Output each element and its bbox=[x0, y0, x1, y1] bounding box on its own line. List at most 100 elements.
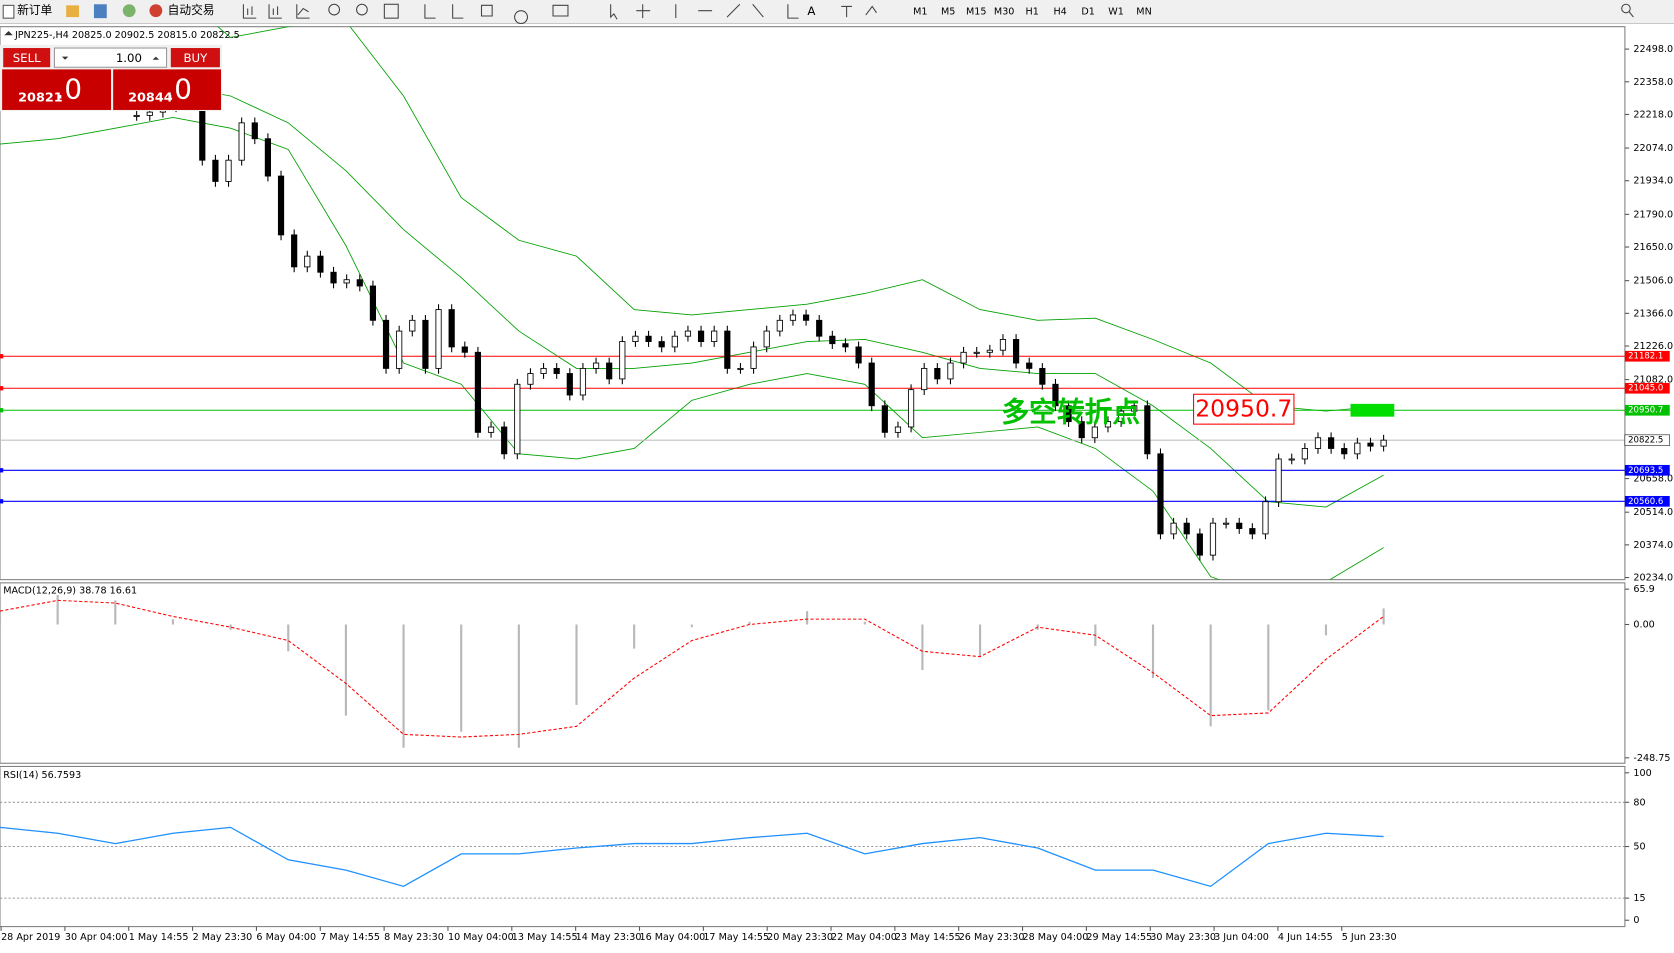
toolbar-icon[interactable] bbox=[424, 4, 569, 25]
timeframe-button[interactable]: MN bbox=[1136, 7, 1151, 18]
price-level-label: 21045.0 bbox=[1628, 384, 1663, 394]
toolbar-icon[interactable] bbox=[242, 4, 257, 19]
ask-box[interactable] bbox=[113, 69, 221, 110]
x-tick-label: 30 May 23:30 bbox=[1150, 932, 1216, 943]
candle-body bbox=[1236, 522, 1243, 529]
buy-button[interactable] bbox=[170, 48, 220, 68]
y-tick-label: 65.9 bbox=[1633, 584, 1654, 595]
search-icon[interactable] bbox=[1621, 3, 1631, 14]
timeframe-button[interactable]: M1 bbox=[913, 7, 927, 18]
macd-bar bbox=[1324, 624, 1328, 636]
candle-body bbox=[1078, 421, 1085, 439]
timeframe-button[interactable]: M30 bbox=[994, 7, 1015, 18]
bid-box[interactable] bbox=[2, 69, 112, 110]
candle-body bbox=[737, 367, 744, 370]
price-level-tag bbox=[1624, 464, 1670, 476]
candle-body bbox=[474, 351, 482, 433]
price-callout-box bbox=[1193, 393, 1295, 425]
y-tick-label: 20658.0 bbox=[1633, 474, 1673, 485]
x-tick-label: 8 May 23:30 bbox=[384, 932, 444, 943]
rsi-line bbox=[0, 826, 1384, 888]
toolbar-icon[interactable] bbox=[93, 4, 107, 19]
x-tick-label: 7 May 14:55 bbox=[320, 932, 380, 943]
candle-body bbox=[592, 362, 600, 369]
new-order-button[interactable]: 新订单 bbox=[17, 3, 52, 17]
lots-input[interactable] bbox=[53, 47, 168, 68]
x-tick-label: 4 Jun 14:55 bbox=[1278, 932, 1333, 943]
candle-body bbox=[251, 122, 258, 140]
y-tick-label: 21082.0 bbox=[1633, 375, 1673, 386]
candle-body bbox=[1131, 405, 1138, 412]
timeframe-button[interactable]: H1 bbox=[1025, 7, 1038, 18]
candle-body bbox=[697, 330, 705, 342]
timeframe-button[interactable]: M15 bbox=[966, 7, 987, 18]
tile-icon[interactable] bbox=[383, 3, 399, 19]
x-tick-label: 3 Jun 04:00 bbox=[1214, 932, 1269, 943]
x-tick-label: 5 Jun 23:30 bbox=[1342, 932, 1397, 943]
timeframe-button[interactable]: M5 bbox=[941, 7, 955, 18]
sell-label[interactable]: SELL bbox=[13, 51, 41, 65]
x-tick-label: 2 May 23:30 bbox=[193, 932, 253, 943]
ask-fraction[interactable]: .0 bbox=[165, 73, 191, 106]
price-level-marker bbox=[0, 499, 4, 504]
zoom-out[interactable] bbox=[356, 3, 368, 16]
drawing-tool[interactable] bbox=[841, 5, 877, 18]
macd-bar bbox=[517, 624, 520, 748]
candle-body bbox=[868, 362, 875, 407]
toolbar-icon[interactable] bbox=[268, 4, 282, 19]
x-tick-label: 29 May 14:55 bbox=[1086, 932, 1152, 943]
candle-body bbox=[619, 341, 626, 380]
macd-bar bbox=[344, 624, 347, 716]
toolbar-icon[interactable] bbox=[66, 5, 80, 18]
bid-price[interactable]: 20821 bbox=[18, 91, 63, 106]
candle-body bbox=[501, 426, 508, 455]
candle-body bbox=[1341, 448, 1348, 455]
candle-body bbox=[369, 285, 377, 321]
macd-bar bbox=[863, 621, 866, 625]
candle-body bbox=[724, 330, 731, 369]
macd-bar bbox=[171, 619, 175, 625]
toolbar-icon[interactable] bbox=[122, 4, 136, 18]
rsi-label: RSI(14) 56.7593 bbox=[3, 770, 81, 781]
candle-body bbox=[553, 367, 560, 374]
x-tick-label: 30 Apr 04:00 bbox=[65, 932, 128, 943]
timeframe-button[interactable]: H4 bbox=[1053, 7, 1066, 18]
candle-body bbox=[396, 330, 403, 369]
buy-label[interactable]: BUY bbox=[183, 51, 208, 65]
search-icon[interactable] bbox=[1628, 11, 1634, 18]
lots-value[interactable]: 1.00 bbox=[116, 51, 142, 65]
bollinger-upper bbox=[217, 26, 1384, 412]
y-tick-label: 15 bbox=[1633, 893, 1645, 904]
timeframe-button[interactable]: W1 bbox=[1108, 7, 1124, 18]
macd-bar bbox=[229, 624, 232, 630]
candle-body bbox=[1354, 442, 1361, 455]
annotation: 多空转折点 bbox=[1001, 395, 1140, 428]
macd-bar bbox=[921, 624, 924, 671]
bid-fraction[interactable]: .0 bbox=[56, 73, 82, 106]
candle-body bbox=[894, 426, 902, 433]
text-tool[interactable]: A bbox=[807, 4, 815, 18]
auto-trading-button[interactable]: 自动交易 bbox=[168, 3, 215, 17]
x-tick-label: 20 May 23:30 bbox=[767, 932, 833, 943]
price-level-marker bbox=[0, 468, 4, 473]
ask-price[interactable]: 20844 bbox=[128, 91, 173, 106]
candle-body bbox=[816, 319, 823, 337]
candle-body bbox=[343, 279, 350, 284]
candle-body bbox=[606, 362, 613, 380]
candle-body bbox=[291, 234, 298, 268]
macd-bar bbox=[460, 624, 463, 732]
toolbar-icon[interactable] bbox=[296, 4, 310, 19]
sell-button[interactable] bbox=[3, 48, 51, 68]
candle-body bbox=[1117, 410, 1125, 423]
candle-body bbox=[776, 319, 783, 332]
auto-trading-icon[interactable] bbox=[149, 4, 163, 18]
candle-body bbox=[960, 351, 967, 364]
candle-body bbox=[277, 175, 285, 236]
zoom-in[interactable] bbox=[328, 3, 341, 16]
drawing-tool[interactable] bbox=[610, 3, 799, 20]
candle-body bbox=[1183, 522, 1190, 535]
candle-body bbox=[632, 335, 639, 342]
new-order-icon[interactable] bbox=[2, 4, 15, 19]
timeframe-button[interactable]: D1 bbox=[1081, 7, 1095, 18]
